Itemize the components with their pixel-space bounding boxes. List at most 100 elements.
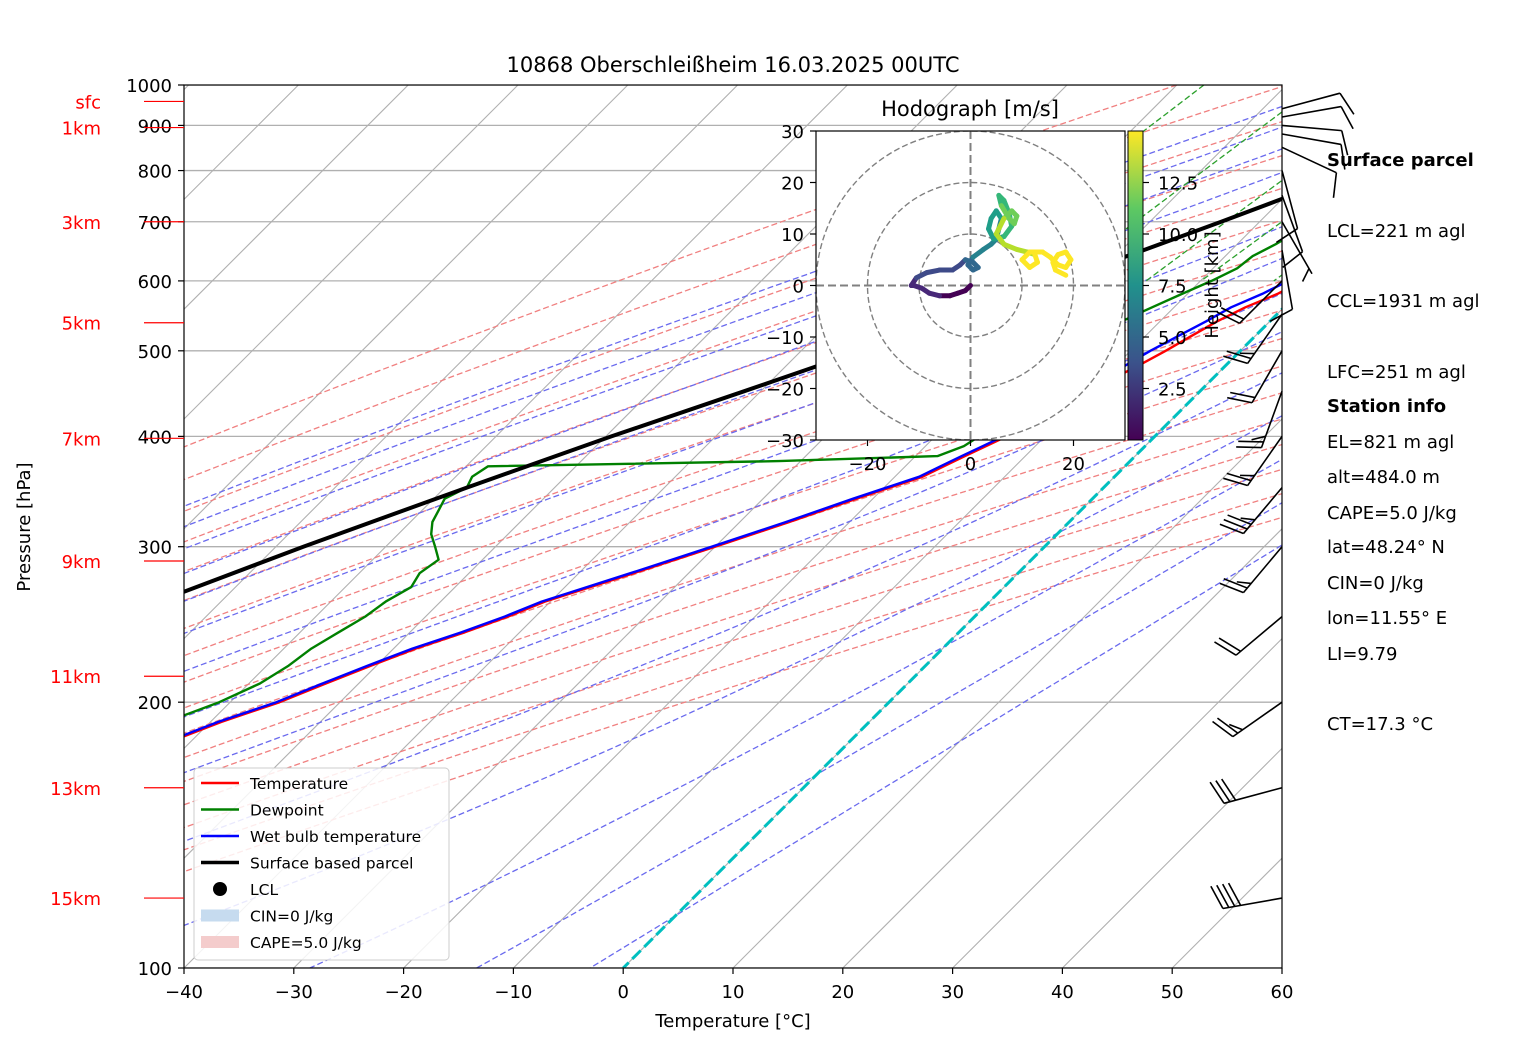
isotherm <box>184 85 738 640</box>
hodograph-x-tick-label: 20 <box>1062 454 1085 475</box>
height-tick-label: 3km <box>62 213 101 234</box>
wind-barb <box>1214 616 1283 656</box>
surface-parcel-cin: CIN=0 J/kg <box>1327 573 1424 594</box>
isotherm <box>184 85 409 310</box>
zero-degree-isotherm <box>622 307 1282 968</box>
y-tick-label: 100 <box>138 959 172 980</box>
station-latitude: lat=48.24° N <box>1327 537 1445 558</box>
hodograph-y-tick-label: −30 <box>766 431 804 452</box>
legend-label: Surface based parcel <box>250 855 413 873</box>
wind-barb <box>1209 778 1283 805</box>
wind-barb <box>1216 280 1283 325</box>
wind-barb <box>1227 350 1283 404</box>
hodograph-title: Hodograph [m/s] <box>881 97 1059 121</box>
x-tick-label: −10 <box>494 982 532 1003</box>
colorbar-tick-label: 10.0 <box>1158 225 1198 246</box>
moist-adiabat <box>184 126 1282 528</box>
wind-barb <box>1281 105 1354 130</box>
isotherm <box>513 198 1282 968</box>
station-info-panel: Station info alt=484.0 m lat=48.24° N lo… <box>1327 348 1447 654</box>
x-tick-label: −20 <box>385 982 423 1003</box>
colorbar-tick-label: 7.5 <box>1158 277 1187 298</box>
surface-parcel-el: EL=821 m agl <box>1327 432 1455 453</box>
y-tick-label: 600 <box>138 272 172 293</box>
moist-adiabat <box>309 458 1282 968</box>
hodograph-y-tick-label: 20 <box>781 174 804 195</box>
hodograph-segment <box>993 216 1007 237</box>
dry-adiabat <box>184 120 1282 512</box>
x-tick-label: −30 <box>275 982 313 1003</box>
colorbar-label: Height [km] <box>1202 231 1223 338</box>
y-tick-label: 200 <box>138 693 172 714</box>
x-tick-label: 10 <box>722 982 745 1003</box>
hodograph-x-tick-label: −20 <box>849 454 887 475</box>
hodograph-y-tick-label: −10 <box>766 328 804 349</box>
legend-item: CIN=0 J/kg <box>201 908 333 926</box>
height-tick-label: 5km <box>62 314 101 335</box>
surface-parcel-li: LI=9.79 <box>1327 643 1398 665</box>
moist-adiabat <box>476 502 1282 968</box>
wind-barb <box>1269 250 1294 323</box>
x-tick-label: 60 <box>1271 982 1294 1003</box>
dry-adiabat <box>184 468 1282 829</box>
dry-adiabat <box>184 418 1282 783</box>
legend-item: CAPE=5.0 J/kg <box>201 934 362 952</box>
surface-parcel-ct: CT=17.3 °C <box>1327 714 1434 735</box>
hodograph-y-tick-label: −20 <box>766 380 804 401</box>
surface-parcel-ccl: CCL=1931 m agl <box>1327 291 1480 312</box>
surface-parcel-heading: Surface parcel <box>1327 150 1474 171</box>
wind-barb <box>1281 146 1338 198</box>
legend-label: Temperature <box>249 775 348 793</box>
surface-parcel-lfc: LFC=251 m agl <box>1327 361 1466 383</box>
mixing-ratio-line <box>1491 85 1517 281</box>
wind-barb <box>1212 701 1283 738</box>
chart-title: 10868 Oberschleißheim 16.03.2025 00UTC <box>507 53 960 77</box>
y-tick-label: 900 <box>138 116 172 137</box>
legend-item: Surface based parcel <box>201 855 413 873</box>
lcl-marker <box>1506 105 1517 119</box>
legend-item: LCL <box>213 881 278 899</box>
legend-frame <box>193 767 450 961</box>
y-axis-label: Pressure [hPa] <box>14 462 35 591</box>
surface-parcel-line <box>184 196 1282 594</box>
height-tick-label: 7km <box>62 429 101 450</box>
isotherm <box>1062 747 1282 968</box>
surface-parcel-panel: Surface parcel LCL=221 m agl CCL=1931 m … <box>1327 102 1480 760</box>
wind-barb <box>1219 546 1283 594</box>
x-tick-label: 20 <box>831 982 854 1003</box>
legend-label: Wet bulb temperature <box>250 828 421 846</box>
hodograph: −20 0 20 −30 −20 −10 0 10 20 30 Hodograph [m/s] 2… <box>766 97 1223 475</box>
y-tick-label: 800 <box>138 162 172 183</box>
hodograph-y-tick-label: 30 <box>781 122 804 143</box>
isotherm <box>184 85 519 420</box>
wind-barb <box>1219 487 1283 535</box>
moist-adiabat <box>184 105 1282 507</box>
x-tick-label: −40 <box>165 982 203 1003</box>
moist-adiabat <box>184 372 1282 842</box>
y-tick-label: 500 <box>138 342 172 363</box>
dry-adiabat <box>184 443 1282 806</box>
legend-item: Dewpoint <box>201 802 324 820</box>
legend: Temperature Dewpoint Wet bulb temperature S… <box>193 767 450 961</box>
x-tick-label: 50 <box>1161 982 1184 1003</box>
mixing-ratio-line <box>1145 179 1282 282</box>
hodograph-y-tick-label: 0 <box>793 277 804 298</box>
moist-adiabat <box>589 544 1282 968</box>
wind-barb <box>1281 195 1304 269</box>
height-tick-label: 15km <box>50 889 101 910</box>
legend-swatch <box>213 882 227 896</box>
isotherm <box>952 637 1282 968</box>
wind-barb <box>1281 221 1313 282</box>
legend-label: Dewpoint <box>250 802 324 820</box>
height-tick-label: 11km <box>50 667 101 688</box>
x-tick-label: 0 <box>617 982 628 1003</box>
legend-swatch <box>201 909 239 922</box>
colorbar-tick-label: 5.0 <box>1158 328 1187 349</box>
wind-barb <box>1281 133 1346 170</box>
y-tick-label: 700 <box>138 213 172 234</box>
legend-swatch <box>201 936 239 948</box>
height-tick-label: 9km <box>62 552 101 573</box>
station-info-heading: Station info <box>1327 396 1447 417</box>
isotherm <box>732 418 1282 968</box>
